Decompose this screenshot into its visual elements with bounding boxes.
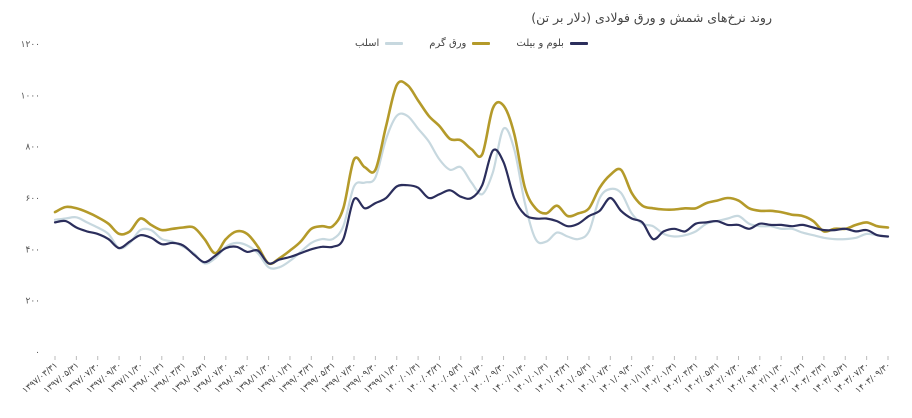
y-tick-label: ۰ [35,348,40,358]
legend-item-slab: اسلب [355,38,404,49]
legend-item-billet: بلوم و بیلت [516,38,588,49]
series-line-slab [53,112,890,270]
legend-label-slab: اسلب [355,38,380,49]
legend: بلوم و بیلت ورق گرم اسلب [355,38,588,49]
y-tick-label: ۴۰۰ [25,245,40,255]
y-tick-label: ۲۰۰ [25,297,40,307]
y-tick-label: ۱۲۰۰ [21,40,40,50]
y-tick-label: ۶۰۰ [25,194,40,204]
series-line-billet [53,148,890,265]
y-tick-label: ۱۰۰۰ [21,91,40,101]
chart-title: روند نرخ‌های شمش و ورق فولادی (دلار بر ت… [531,10,772,25]
x-axis: ۱۳۹۷/۰۳/۳۱۱۳۹۷/۰۵/۳۱۱۳۹۷/۰۷/۳۰۱۳۹۷/۰۹/۳۰… [21,356,893,396]
series-line-hot-rolled [53,80,890,266]
legend-label-billet: بلوم و بیلت [516,38,564,49]
legend-swatch-slab [385,42,404,45]
y-tick-label: ۸۰۰ [25,143,40,153]
y-axis: ۰ ۲۰۰ ۴۰۰ ۶۰۰ ۸۰۰ ۱۰۰۰ ۱۲۰۰ [21,40,40,358]
legend-swatch-billet [569,42,588,45]
legend-item-hot-rolled: ورق گرم [429,38,491,49]
legend-label-hot-rolled: ورق گرم [429,38,467,49]
series-lines [53,80,890,270]
legend-swatch-hot-rolled [472,42,491,45]
